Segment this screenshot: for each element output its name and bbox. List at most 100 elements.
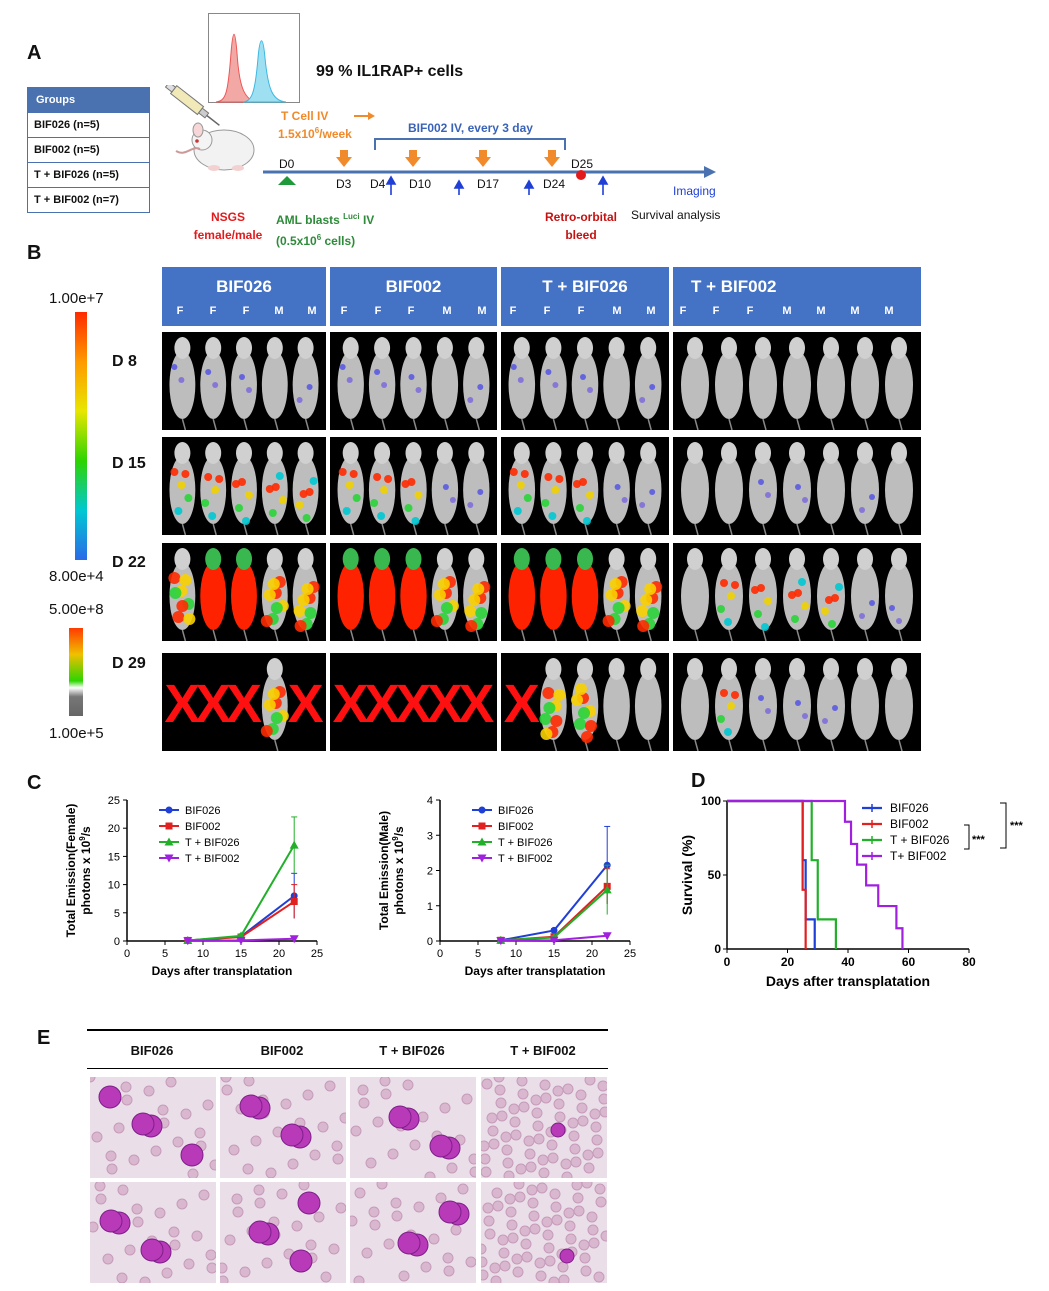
red-blood-cell xyxy=(169,1239,181,1251)
red-blood-cell xyxy=(228,1144,240,1156)
signal-spot xyxy=(795,484,801,490)
mouse-tail xyxy=(412,629,418,641)
signal-spot xyxy=(176,600,189,612)
signal-spot xyxy=(541,499,550,507)
x-tick-label: 10 xyxy=(197,948,209,960)
red-blood-cell xyxy=(95,1193,107,1205)
red-blood-cell xyxy=(497,1234,509,1246)
signal-spot xyxy=(475,607,488,619)
red-blood-cell xyxy=(511,1253,523,1265)
mouse-tail xyxy=(304,523,310,535)
signal-spot xyxy=(720,689,728,697)
mouse-head xyxy=(857,337,873,359)
imaging-panel xyxy=(330,332,497,430)
red-blood-cell xyxy=(457,1183,469,1195)
mouse-body xyxy=(681,351,709,419)
signal-spot xyxy=(717,715,725,723)
red-blood-cell xyxy=(220,1275,229,1283)
y-axis-label: Total Emission(Male) xyxy=(377,811,391,930)
signal-spot xyxy=(720,579,728,587)
signal-spot xyxy=(543,702,556,714)
mouse-body xyxy=(885,351,913,419)
red-blood-cell xyxy=(496,1110,508,1122)
y-tick-label: 5 xyxy=(114,908,120,920)
red-blood-cell xyxy=(120,1081,132,1093)
mouse-body xyxy=(337,456,364,524)
signal-spot xyxy=(297,594,310,606)
mouse-tail xyxy=(694,739,699,751)
signal-spot xyxy=(204,473,213,481)
signal-spot xyxy=(869,494,875,500)
mouse-head xyxy=(721,548,737,570)
mouse-head xyxy=(236,337,252,359)
scale2-top-label: 5.00e+8 xyxy=(49,601,104,618)
mouse-head xyxy=(577,658,593,680)
red-blood-cell xyxy=(506,1219,518,1231)
red-blood-cell xyxy=(481,1166,492,1178)
signal-spot xyxy=(636,605,649,617)
signal-spot xyxy=(644,583,657,595)
aml-line1b: IV xyxy=(362,213,375,227)
blast-cell xyxy=(280,1123,304,1147)
red-blood-cell xyxy=(353,1275,365,1283)
day-d4: D4 xyxy=(370,177,386,191)
mouse-tail xyxy=(898,523,903,535)
signal-spot xyxy=(548,512,557,520)
red-blood-cell xyxy=(551,1214,563,1226)
mouse-head xyxy=(789,548,805,570)
signal-spot xyxy=(212,382,219,388)
signal-spot xyxy=(178,377,185,383)
red-blood-cell xyxy=(563,1207,575,1219)
red-blood-cell xyxy=(368,1206,380,1218)
y-tick-label: 0 xyxy=(114,936,120,948)
mouse-tail xyxy=(444,418,449,430)
x-tick-label: 0 xyxy=(724,955,731,969)
mouse-tail xyxy=(615,739,621,751)
mouse-head xyxy=(205,442,222,464)
signal-spot xyxy=(352,494,361,502)
red-blood-cell xyxy=(490,1275,502,1283)
mouse-body xyxy=(851,456,879,524)
red-blood-cell xyxy=(309,1149,321,1161)
mouse-body xyxy=(603,672,630,740)
mouse-head xyxy=(266,442,283,464)
data-point xyxy=(289,935,299,944)
red-blood-cell xyxy=(420,1261,432,1273)
data-point xyxy=(602,885,612,894)
red-blood-cell xyxy=(568,1130,580,1142)
signal-spot xyxy=(260,615,273,627)
significance-bracket xyxy=(964,824,970,850)
signal-spot xyxy=(263,699,276,711)
signal-spot xyxy=(542,687,555,699)
red-blood-cell xyxy=(243,1077,255,1087)
red-blood-cell xyxy=(409,1139,421,1151)
red-blood-cell xyxy=(90,1221,99,1233)
signal-spot xyxy=(232,480,240,488)
mouse-head xyxy=(297,337,314,359)
mouse-tail xyxy=(762,629,767,641)
signal-spot xyxy=(647,607,660,619)
legend-marker xyxy=(477,837,487,846)
mouse-head xyxy=(608,442,625,464)
red-blood-cell xyxy=(483,1215,495,1227)
red-blood-cell xyxy=(590,1121,602,1133)
histology-header: BIF002 xyxy=(260,1043,304,1058)
red-blood-cell xyxy=(494,1084,506,1096)
red-blood-cell xyxy=(435,1192,447,1204)
nsgs-line1: NSGS xyxy=(210,210,245,224)
signal-spot xyxy=(345,481,354,489)
mouse-head xyxy=(789,337,805,359)
mouse-head xyxy=(266,548,283,570)
mouse-head xyxy=(721,442,737,464)
signal-spot xyxy=(263,589,276,601)
red-blood-cell xyxy=(572,1192,584,1204)
y-tick-label: 50 xyxy=(708,868,722,882)
mouse-tail xyxy=(762,418,767,430)
red-blood-cell xyxy=(482,1202,494,1214)
blast-cell xyxy=(550,1122,566,1138)
y-tick-label: 0 xyxy=(427,936,433,948)
mouse-head xyxy=(545,548,562,570)
mouse-body xyxy=(400,456,427,524)
red-blood-cell xyxy=(593,1271,605,1283)
mouse-head xyxy=(640,337,657,359)
